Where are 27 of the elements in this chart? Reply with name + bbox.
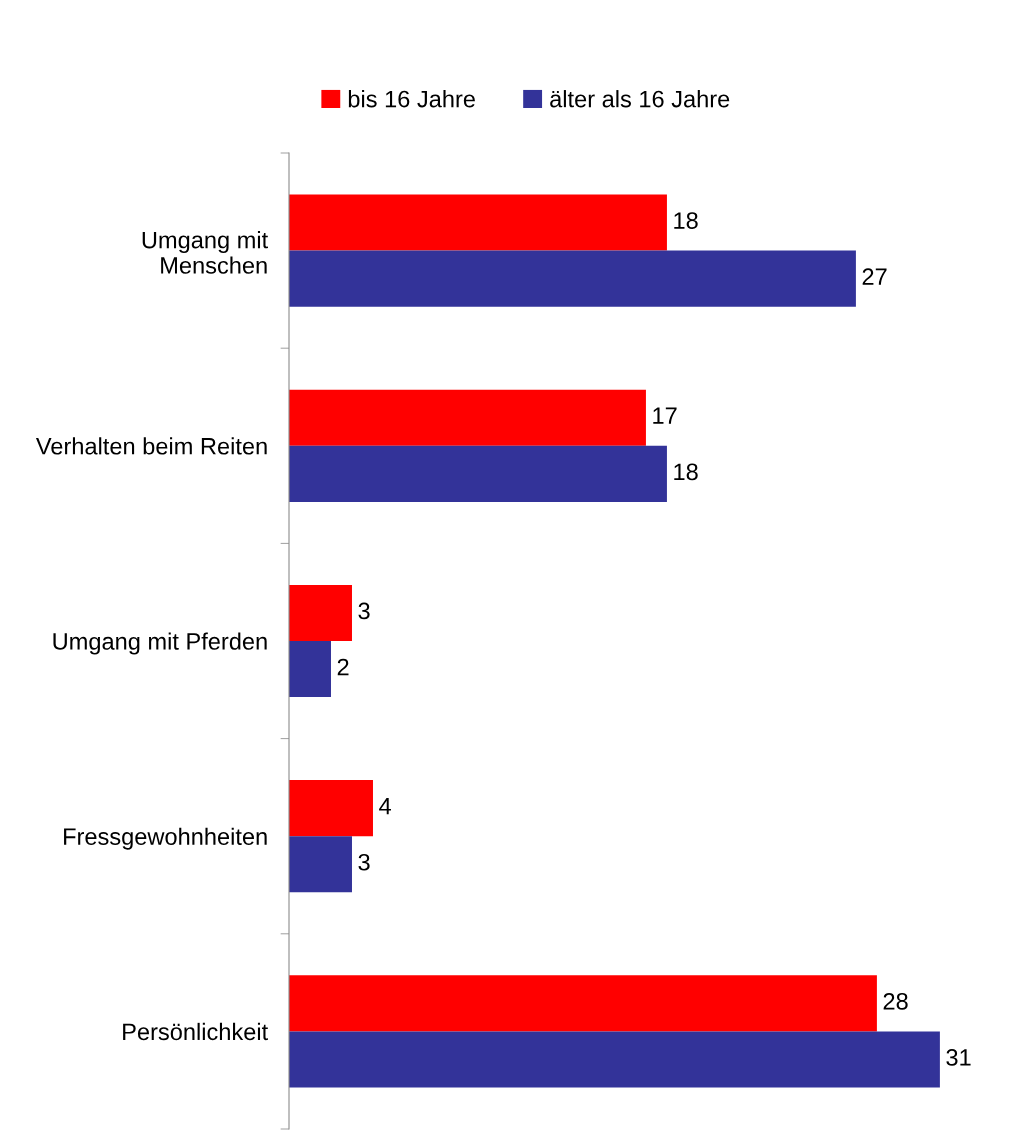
data-label: 17 — [653, 407, 677, 424]
data-label: 18 — [674, 463, 698, 481]
bar — [289, 445, 667, 502]
bar — [289, 1031, 940, 1088]
y-tick-label: Umgang mit Menschen — [142, 231, 268, 274]
legend-label: bis 16 Jahre — [348, 90, 475, 108]
y-tick-label: Verhalten beim Reiten — [35, 437, 267, 455]
y-tick-label: Persönlichkeit — [123, 1022, 268, 1041]
bar — [289, 836, 352, 893]
data-label: 18 — [674, 212, 698, 229]
legend-label: älter als 16 Jahre — [550, 90, 730, 108]
bar — [289, 780, 373, 837]
bar — [289, 194, 667, 251]
data-label: 3 — [358, 853, 370, 871]
bar — [289, 975, 877, 1032]
bar — [289, 641, 331, 698]
bar — [289, 250, 856, 307]
bar — [289, 584, 352, 641]
data-label: 3 — [358, 602, 370, 620]
data-label: 4 — [379, 798, 391, 815]
y-tick-label: Umgang mit Pferden — [53, 632, 267, 655]
data-label: 28 — [883, 992, 908, 1010]
bar — [289, 389, 646, 446]
y-tick-label: Fressgewohnheiten — [64, 827, 267, 850]
data-label: 2 — [337, 658, 349, 676]
data-label: 31 — [946, 1049, 971, 1066]
data-label: 27 — [862, 268, 887, 285]
